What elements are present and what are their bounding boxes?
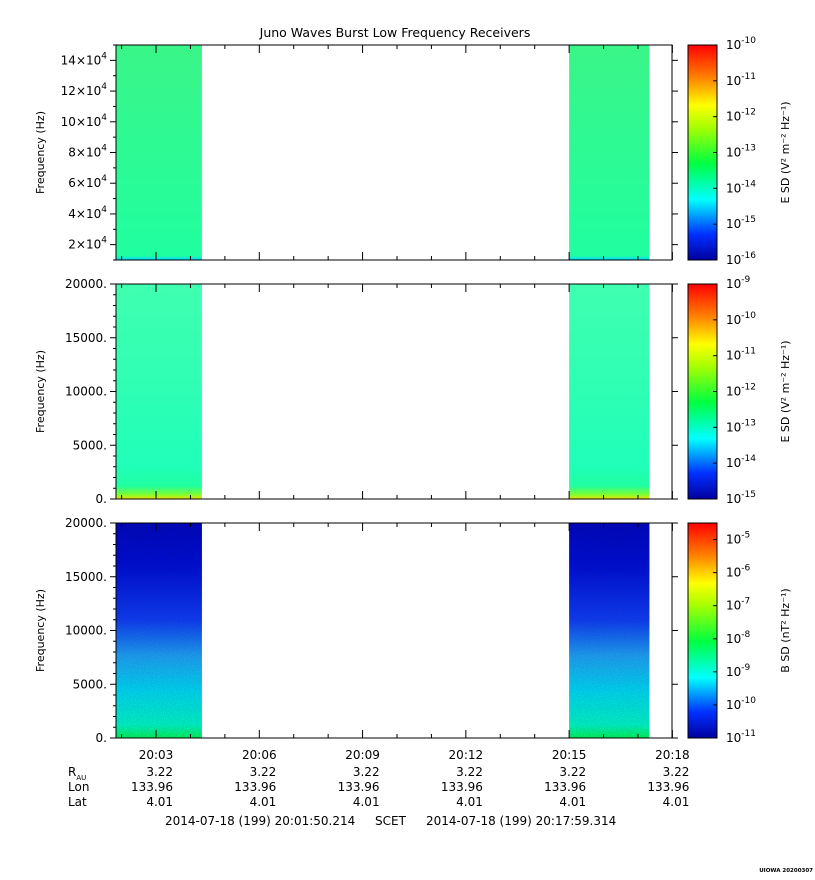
ephemeris-table: RAU 3.22 3.22 3.22 3.22 3.22 3.22 Lon 133.96 133.… <box>68 765 689 809</box>
x-tick-label: 20:06 <box>242 748 277 762</box>
ephemeris-value: 3.22 <box>250 765 277 779</box>
ephemeris-value: 4.01 <box>353 795 380 809</box>
ephemeris-value: 133.96 <box>441 780 483 794</box>
ephemeris-value: 133.96 <box>338 780 380 794</box>
y-axis-label: Frequency (Hz) <box>34 350 47 433</box>
ephemeris-row-label: Lat <box>68 795 87 809</box>
colorbar-tick-label: 10-9 <box>726 275 751 291</box>
y-tick-label: 6×104 <box>68 174 107 190</box>
y-axis-label: Frequency (Hz) <box>34 589 47 672</box>
y-tick-label: 14×104 <box>61 51 108 67</box>
ephemeris-value: 133.96 <box>131 780 173 794</box>
ephemeris-value: 4.01 <box>456 795 483 809</box>
ephemeris-value: 4.01 <box>663 795 690 809</box>
x-tick-label: 20:18 <box>655 748 690 762</box>
ephemeris-value: 3.22 <box>663 765 690 779</box>
y-tick-label: 10×104 <box>61 113 108 129</box>
y-axis-label: Frequency (Hz) <box>34 111 47 194</box>
spectrogram-panel-3: 0. 5000. 10000. 15000. 20000. Frequency (Hz) 1… <box>34 516 792 745</box>
ephemeris-value: 3.22 <box>559 765 586 779</box>
processing-stamp: UIOWA 20200307 <box>759 868 813 874</box>
y-tick-label: 0. <box>96 731 107 745</box>
colorbar-1 <box>687 44 718 261</box>
colorbar-tick-label: 10-12 <box>726 383 756 399</box>
colorbar-tick-label: 10-14 <box>726 179 756 195</box>
colorbar-tick-label: 10-10 <box>726 696 756 712</box>
y-tick-label: 8×104 <box>68 144 107 160</box>
colorbar-tick-label: 10-15 <box>726 490 756 506</box>
ephemeris-value: 133.96 <box>234 780 276 794</box>
burst-1-1 <box>116 45 202 260</box>
colorbar-tick-label: 10-10 <box>726 311 756 327</box>
time-range-end: 2014-07-18 (199) 20:17:59.314 <box>426 814 616 828</box>
colorbar-tick-label: 10-11 <box>726 72 756 88</box>
y-tick-label: 12×104 <box>61 82 108 98</box>
colorbar-title: E SD (V² m⁻² Hz⁻¹) <box>779 340 792 442</box>
y-tick-label: 15000. <box>65 331 107 345</box>
time-frame-label: SCET <box>375 814 407 828</box>
y-tick-label: 5000. <box>73 677 107 691</box>
ephemeris-value: 3.22 <box>353 765 380 779</box>
y-tick-label: 20000. <box>65 516 107 530</box>
ephemeris-value: 4.01 <box>250 795 277 809</box>
ephemeris-value: 3.22 <box>456 765 483 779</box>
ephemeris-value: 4.01 <box>146 795 173 809</box>
y-tick-label: 5000. <box>73 438 107 452</box>
ephemeris-value: 3.22 <box>146 765 173 779</box>
ephemeris-value: 133.96 <box>544 780 586 794</box>
colorbar-tick-label: 10-5 <box>726 531 750 547</box>
x-tick-label: 20:12 <box>449 748 484 762</box>
y-tick-label: 2×104 <box>68 236 107 252</box>
colorbar-2 <box>687 283 718 500</box>
spectrogram-panel-2: 0. 5000. 10000. 15000. 20000. Frequency (Hz) 1… <box>34 275 792 506</box>
burst-2-2 <box>569 284 650 499</box>
y-tick-label: 15000. <box>65 570 107 584</box>
y-tick-label: 10000. <box>65 385 107 399</box>
colorbar-tick-label: 10-9 <box>726 663 751 679</box>
ephemeris-value: 4.01 <box>559 795 586 809</box>
colorbar-tick-label: 10-13 <box>726 418 756 434</box>
colorbar-tick-label: 10-12 <box>726 108 756 124</box>
colorbar-tick-label: 10-13 <box>726 144 756 160</box>
y-tick-label: 10000. <box>65 624 107 638</box>
y-tick-label: 20000. <box>65 277 107 291</box>
colorbar-tick-label: 10-14 <box>726 454 756 470</box>
chart-title: Juno Waves Burst Low Frequency Receivers <box>259 25 531 40</box>
x-tick-label: 20:03 <box>139 748 174 762</box>
ephemeris-value: 133.96 <box>647 780 689 794</box>
ephemeris-row-label: RAU <box>68 765 86 782</box>
x-tick-label: 20:09 <box>345 748 380 762</box>
colorbar-title: B SD (nT² Hz⁻¹) <box>779 588 792 672</box>
colorbar-3 <box>687 522 718 739</box>
colorbar-tick-label: 10-15 <box>726 215 756 231</box>
spectrogram-panel-1: 2×104 4×104 6×104 8×104 10×104 12×104 14×104 Fr… <box>34 36 792 267</box>
colorbar-tick-label: 10-11 <box>726 729 756 745</box>
colorbar-tick-label: 10-11 <box>726 347 756 363</box>
colorbar-tick-label: 10-6 <box>726 564 751 580</box>
y-tick-label: 4×104 <box>68 205 107 221</box>
colorbar-tick-label: 10-16 <box>726 251 756 267</box>
ephemeris-row-label: Lon <box>68 780 89 794</box>
burst-1-2 <box>569 45 650 260</box>
colorbar-tick-label: 10-7 <box>726 597 750 613</box>
y-tick-label: 0. <box>96 492 107 506</box>
time-range-start: 2014-07-18 (199) 20:01:50.214 <box>165 814 355 828</box>
colorbar-tick-label: 10-8 <box>726 630 751 646</box>
colorbar-title: E SD (V² m⁻² Hz⁻¹) <box>779 101 792 203</box>
x-tick-label: 20:15 <box>552 748 587 762</box>
colorbar-tick-label: 10-10 <box>726 36 756 52</box>
burst-2-1 <box>116 284 202 499</box>
